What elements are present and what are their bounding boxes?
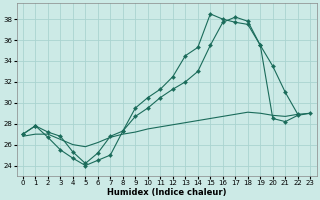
- X-axis label: Humidex (Indice chaleur): Humidex (Indice chaleur): [107, 188, 226, 197]
